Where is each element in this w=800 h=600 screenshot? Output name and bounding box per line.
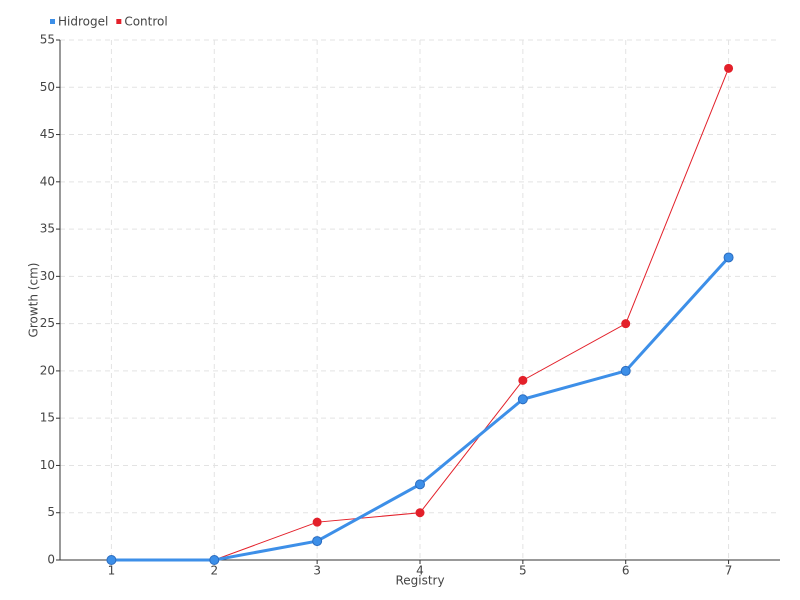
legend-label: Control — [124, 15, 167, 29]
y-tick-label: 10 — [40, 458, 55, 472]
data-point — [724, 63, 734, 73]
y-tick-label: 20 — [40, 363, 55, 377]
data-point — [517, 394, 528, 405]
x-tick-label: 3 — [313, 564, 321, 578]
data-point — [312, 536, 323, 547]
y-tick-label: 45 — [40, 127, 55, 141]
y-tick-label: 35 — [40, 222, 55, 236]
legend-swatch — [50, 19, 55, 24]
y-tick-label: 15 — [40, 411, 55, 425]
y-axis-label: Growth (cm) — [27, 263, 41, 338]
x-tick-label: 2 — [210, 564, 218, 578]
data-point — [415, 508, 425, 518]
legend-label: Hidrogel — [58, 15, 108, 29]
data-point — [518, 375, 528, 385]
data-point — [621, 319, 631, 329]
y-tick-label: 0 — [47, 553, 55, 567]
data-point — [723, 252, 734, 263]
y-tick-label: 50 — [40, 80, 55, 94]
y-tick-label: 25 — [40, 316, 55, 330]
x-tick-label: 4 — [416, 564, 424, 578]
data-point — [620, 365, 631, 376]
x-tick-label: 1 — [108, 564, 116, 578]
data-point — [209, 555, 220, 565]
x-tick-label: 6 — [622, 564, 630, 578]
x-tick-label: 7 — [725, 564, 733, 578]
data-point — [106, 555, 117, 565]
x-tick-label: 5 — [519, 564, 527, 578]
data-point — [415, 479, 425, 490]
y-tick-label: 5 — [47, 505, 55, 519]
data-point — [312, 517, 322, 527]
y-tick-label: 55 — [40, 33, 55, 47]
y-tick-label: 30 — [40, 269, 55, 283]
y-tick-label: 40 — [40, 174, 55, 188]
legend-swatch — [116, 19, 122, 24]
x-axis-label: Registry — [395, 574, 444, 588]
